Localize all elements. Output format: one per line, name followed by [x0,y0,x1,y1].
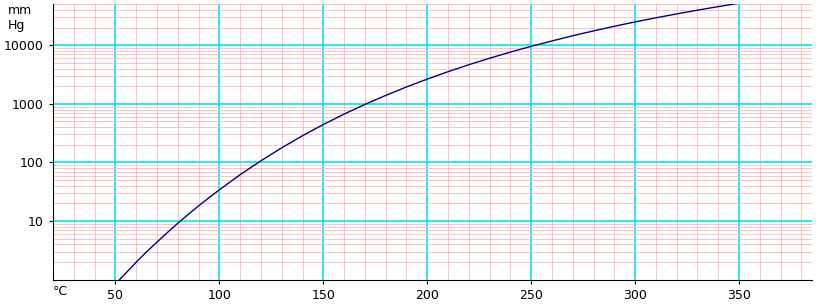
Text: °C: °C [53,285,69,298]
Text: mm
Hg: mm Hg [7,4,32,32]
